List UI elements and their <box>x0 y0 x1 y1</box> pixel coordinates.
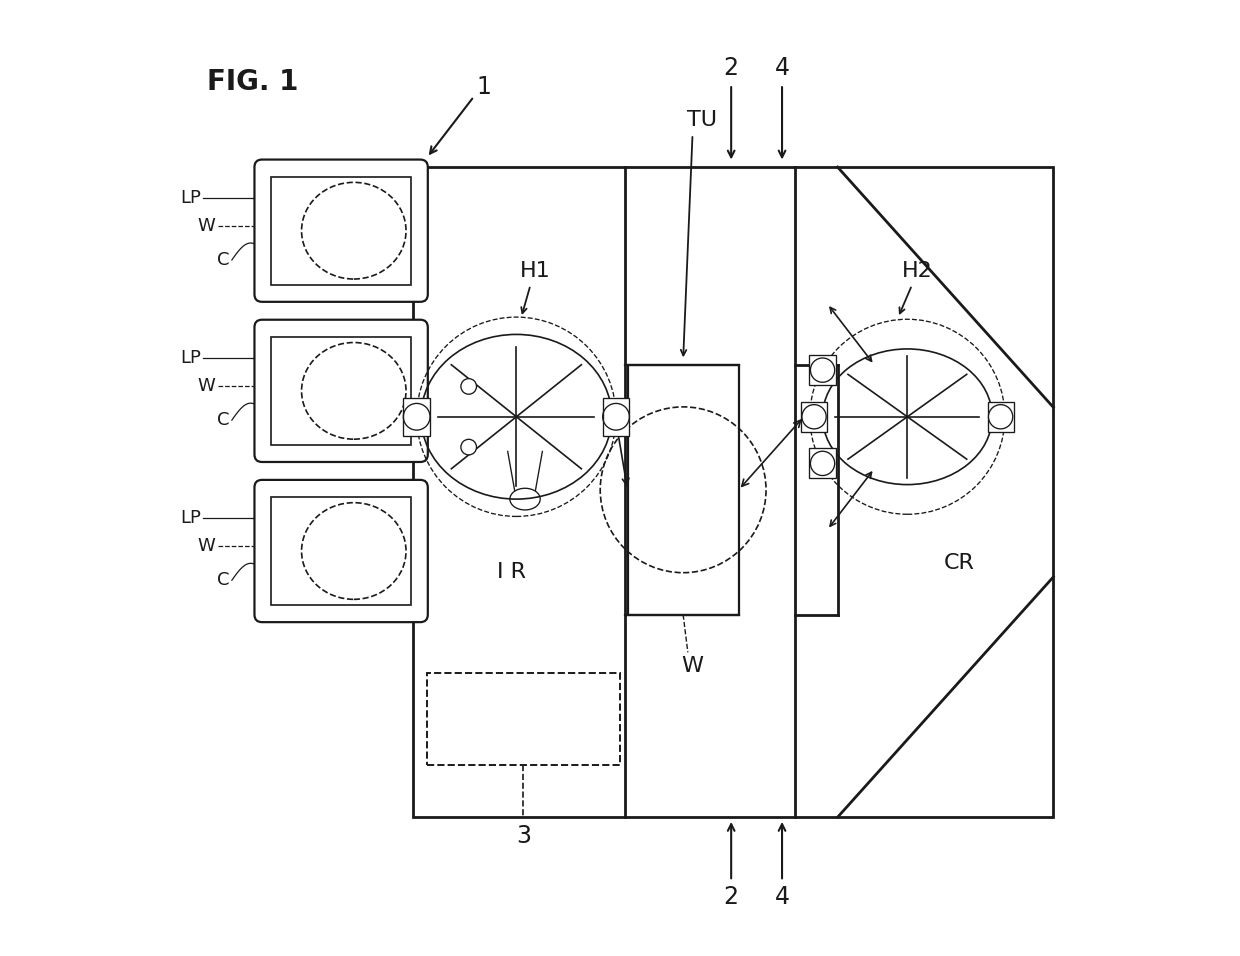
Text: LP: LP <box>180 188 201 206</box>
Text: W: W <box>682 657 703 677</box>
Text: C: C <box>217 572 229 589</box>
Bar <box>627 365 739 615</box>
Circle shape <box>461 379 476 394</box>
Bar <box>272 337 410 445</box>
Bar <box>603 398 630 436</box>
Circle shape <box>988 404 1013 429</box>
Text: LP: LP <box>180 349 201 367</box>
Bar <box>427 673 620 766</box>
Bar <box>272 177 410 285</box>
Text: 3: 3 <box>516 824 531 848</box>
Text: 1: 1 <box>476 75 491 99</box>
Text: TU: TU <box>687 110 717 130</box>
FancyBboxPatch shape <box>254 160 428 302</box>
Bar <box>413 167 1053 817</box>
Text: FIG. 1: FIG. 1 <box>207 68 299 97</box>
Bar <box>810 448 836 478</box>
Text: I R: I R <box>497 562 526 582</box>
Text: C: C <box>217 250 229 269</box>
Text: W: W <box>197 217 215 234</box>
Bar <box>987 402 1013 432</box>
FancyBboxPatch shape <box>254 319 428 462</box>
Text: 4: 4 <box>775 56 790 80</box>
Text: CONTROLLER: CONTROLLER <box>459 710 588 728</box>
Text: W: W <box>197 537 215 554</box>
Text: CR: CR <box>944 553 975 573</box>
Circle shape <box>811 451 835 475</box>
Text: 2: 2 <box>724 56 739 80</box>
Text: H2: H2 <box>901 261 932 281</box>
Bar <box>272 497 410 605</box>
Circle shape <box>461 440 476 455</box>
Circle shape <box>802 404 826 429</box>
Text: LP: LP <box>180 509 201 527</box>
Bar <box>801 402 827 432</box>
FancyBboxPatch shape <box>254 480 428 622</box>
Bar <box>810 356 836 385</box>
Text: W: W <box>197 377 215 395</box>
Text: C: C <box>217 411 229 429</box>
Bar <box>403 398 430 436</box>
Circle shape <box>811 358 835 382</box>
Text: 2: 2 <box>724 885 739 909</box>
Text: H1: H1 <box>520 261 551 281</box>
Text: 4: 4 <box>775 885 790 909</box>
